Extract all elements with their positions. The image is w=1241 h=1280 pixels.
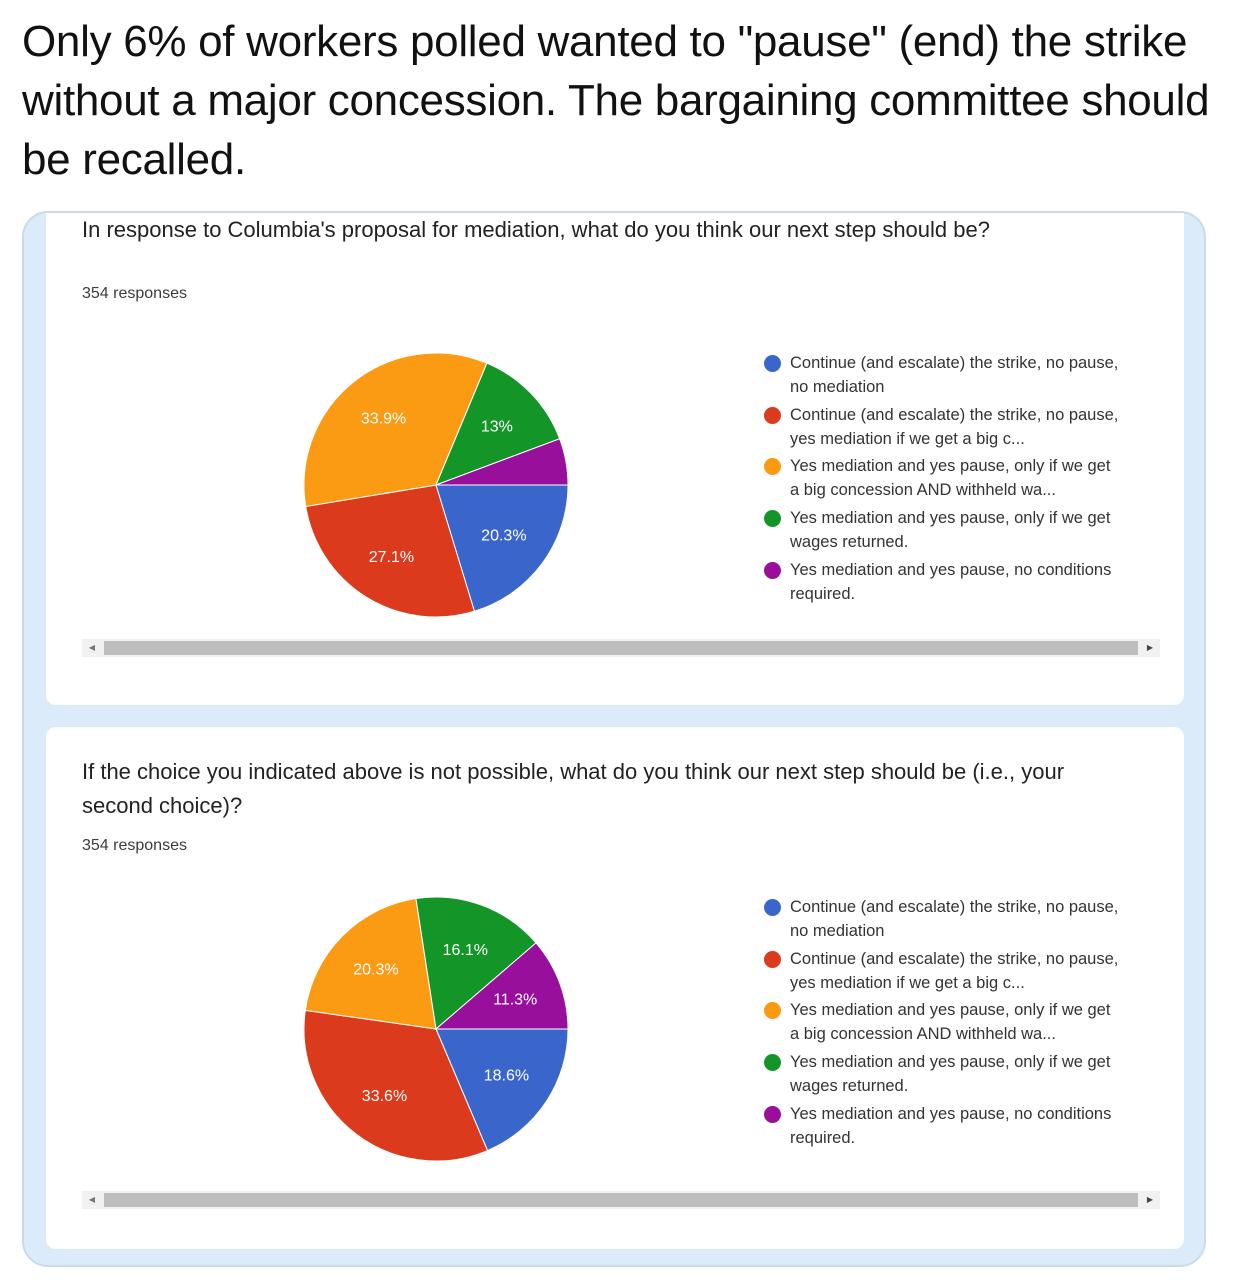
legend-item: Continue (and escalate) the strike, no p… bbox=[764, 895, 1124, 947]
slice-value-label: 16.1% bbox=[443, 942, 488, 959]
slice-value-label: 27.1% bbox=[369, 549, 414, 566]
scroll-right-icon[interactable]: ▶ bbox=[1146, 1195, 1154, 1204]
pie-slice bbox=[303, 1009, 489, 1162]
legend-color-dot bbox=[764, 355, 781, 372]
legend-color-dot bbox=[764, 1054, 781, 1072]
scroll-left-icon[interactable]: ◀ bbox=[88, 643, 96, 652]
chart-legend: Continue (and escalate) the strike, no p… bbox=[764, 895, 1124, 1153]
slice-value-label: 11.3% bbox=[493, 992, 537, 1009]
legend-item: Yes mediation and yes pause, no conditio… bbox=[764, 1102, 1124, 1154]
scroll-left-icon[interactable]: ◀ bbox=[88, 1195, 96, 1204]
legend-label: Yes mediation and yes pause, only if we … bbox=[790, 1001, 1111, 1044]
question-title: In response to Columbia's proposal for m… bbox=[82, 217, 990, 242]
legend-item: Yes mediation and yes pause, only if we … bbox=[764, 506, 1124, 558]
pie-chart: 20.3% 27.1% 33.9% 13% bbox=[303, 352, 569, 618]
legend-item: Continue (and escalate) the strike, no p… bbox=[764, 403, 1124, 455]
horizontal-scrollbar[interactable]: ◀ ▶ bbox=[82, 639, 1160, 657]
pie-slice bbox=[435, 1028, 569, 1152]
horizontal-scrollbar[interactable]: ◀ ▶ bbox=[82, 1191, 1160, 1209]
legend-color-dot bbox=[764, 1105, 781, 1123]
legend-label: Continue (and escalate) the strike, no p… bbox=[790, 354, 1119, 396]
legend-label: Yes mediation and yes pause, no conditio… bbox=[790, 560, 1112, 603]
slice-value-label: 33.9% bbox=[361, 411, 406, 428]
legend-color-dot bbox=[764, 510, 781, 528]
legend-color-dot bbox=[764, 899, 781, 916]
legend-label: Continue (and escalate) the strike, no p… bbox=[790, 898, 1119, 940]
legend-color-dot bbox=[764, 458, 781, 476]
pie-slice bbox=[434, 942, 569, 1030]
scrollbar-thumb[interactable] bbox=[104, 1193, 1138, 1207]
pie-slice bbox=[435, 362, 561, 486]
legend-label: Continue (and escalate) the strike, no p… bbox=[790, 949, 1119, 992]
forms-results-panel: In response to Columbia's proposal for m… bbox=[22, 211, 1206, 1267]
legend-label: Yes mediation and yes pause, only if we … bbox=[790, 1053, 1111, 1096]
pie-chart: 18.6% 33.6% 20.3% 16.1% 11.3% bbox=[303, 896, 569, 1162]
legend-item: Yes mediation and yes pause, only if we … bbox=[764, 998, 1124, 1050]
post-caption: Only 6% of workers polled wanted to "pau… bbox=[22, 17, 1210, 184]
legend-label: Yes mediation and yes pause, only if we … bbox=[790, 509, 1111, 552]
question-card-2: If the choice you indicated above is not… bbox=[46, 727, 1184, 1249]
legend-item: Yes mediation and yes pause, only if we … bbox=[764, 454, 1124, 506]
slice-value-label: 18.6% bbox=[484, 1068, 529, 1085]
legend-item: Yes mediation and yes pause, no conditio… bbox=[764, 558, 1124, 610]
slice-value-label: 13% bbox=[481, 418, 513, 435]
pie-slice bbox=[415, 896, 537, 1030]
legend-label: Yes mediation and yes pause, no conditio… bbox=[790, 1104, 1112, 1147]
legend-color-dot bbox=[764, 561, 781, 579]
legend-item: Yes mediation and yes pause, only if we … bbox=[764, 1050, 1124, 1102]
pie-slice bbox=[435, 438, 569, 486]
pie-slice bbox=[304, 897, 437, 1030]
pie-slice bbox=[435, 484, 569, 612]
legend-label: Continue (and escalate) the strike, no p… bbox=[790, 405, 1119, 448]
slice-value-label: 20.3% bbox=[481, 527, 526, 544]
response-count: 354 responses bbox=[82, 837, 187, 854]
legend-color-dot bbox=[764, 950, 781, 968]
legend-item: Continue (and escalate) the strike, no p… bbox=[764, 947, 1124, 999]
legend-item: Continue (and escalate) the strike, no p… bbox=[764, 351, 1124, 403]
pie-slice bbox=[303, 352, 488, 508]
question-title: If the choice you indicated above is not… bbox=[82, 759, 1065, 818]
chart-legend: Continue (and escalate) the strike, no p… bbox=[764, 351, 1124, 609]
scrollbar-thumb[interactable] bbox=[104, 641, 1138, 655]
legend-label: Yes mediation and yes pause, only if we … bbox=[790, 457, 1111, 500]
response-count: 354 responses bbox=[82, 285, 187, 302]
pie-slice bbox=[305, 484, 476, 618]
legend-color-dot bbox=[764, 1002, 781, 1020]
legend-color-dot bbox=[764, 406, 781, 424]
slice-value-label: 33.6% bbox=[362, 1088, 407, 1105]
slice-value-label: 20.3% bbox=[353, 962, 398, 979]
question-card-1: In response to Columbia's proposal for m… bbox=[46, 213, 1184, 705]
scroll-right-icon[interactable]: ▶ bbox=[1146, 643, 1154, 652]
